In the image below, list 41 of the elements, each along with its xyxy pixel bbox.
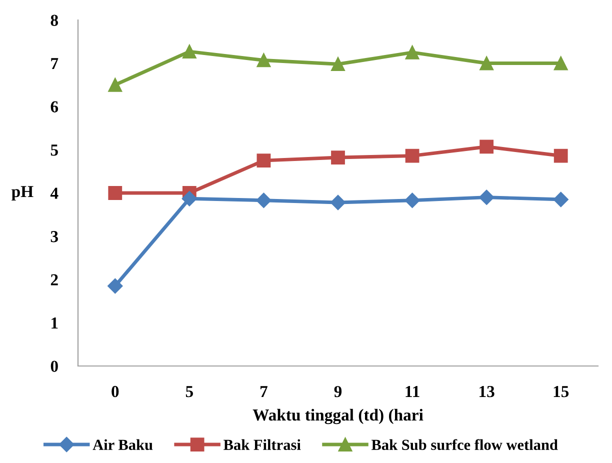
point xyxy=(331,150,345,164)
x-tick-label: 9 xyxy=(334,386,342,398)
y-tick-label: 6 xyxy=(50,101,58,112)
point xyxy=(480,56,494,70)
x-tick-label: 5 xyxy=(186,386,193,398)
point xyxy=(331,57,345,72)
y-tick-label: 4 xyxy=(50,188,58,199)
x-tick-label: 15 xyxy=(554,386,569,398)
y-tick-label: 0 xyxy=(50,360,58,372)
y-axis-title: pH xyxy=(12,186,34,201)
point xyxy=(182,191,197,206)
point xyxy=(554,56,568,70)
x-tick-label: 7 xyxy=(260,386,268,398)
point xyxy=(256,192,272,208)
point xyxy=(108,186,122,200)
legend-label: Bak Sub surfce flow wetland xyxy=(371,439,558,450)
y-tick-label: 5 xyxy=(50,144,58,156)
point xyxy=(256,154,271,168)
point xyxy=(330,194,346,210)
point xyxy=(404,192,420,208)
y-tick-label: 8 xyxy=(50,14,58,26)
point xyxy=(182,44,196,59)
y-tick-label: 1 xyxy=(52,318,58,329)
point xyxy=(554,148,568,163)
y-tick-label: 2 xyxy=(50,274,58,286)
legend-label: Air Baku xyxy=(92,439,153,450)
x-tick-label: 0 xyxy=(112,386,119,398)
legend-label: Bak Filtrasi xyxy=(224,439,301,450)
y-tick-label: 7 xyxy=(51,58,58,70)
point xyxy=(108,278,123,294)
x-tick-label: 11 xyxy=(406,386,420,398)
point xyxy=(405,148,420,163)
point xyxy=(108,78,122,92)
point xyxy=(480,140,494,154)
x-axis-title: Waktu tinggal (td) (hari xyxy=(252,408,424,424)
point xyxy=(256,53,271,68)
y-tick-label: 3 xyxy=(50,230,58,242)
point xyxy=(553,192,568,208)
point xyxy=(405,45,420,60)
point xyxy=(479,190,494,205)
x-tick-label: 13 xyxy=(480,386,494,398)
